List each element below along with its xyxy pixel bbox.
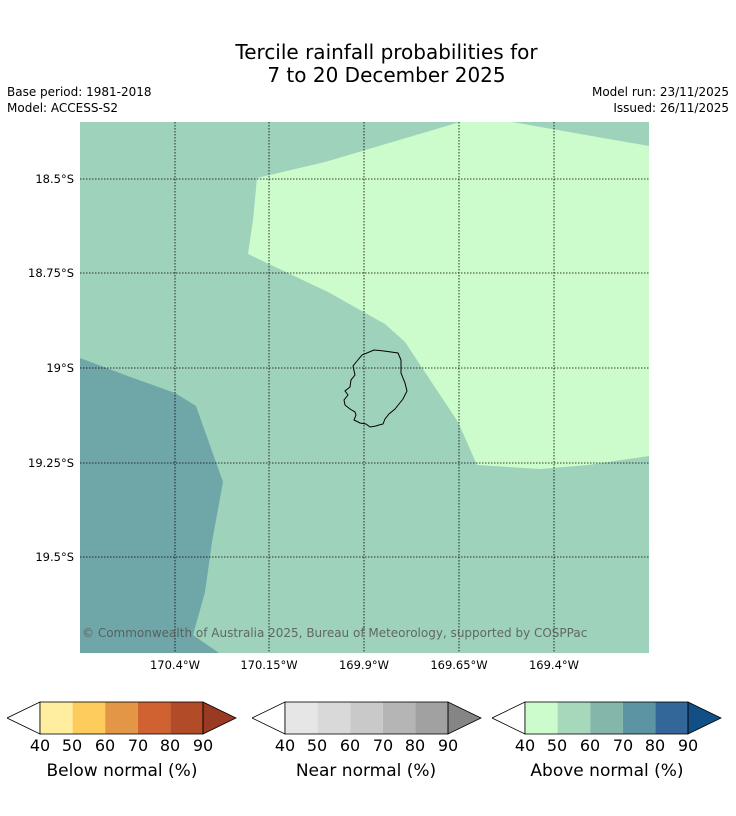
below-tick-60: 60 [94,736,116,755]
colorbar-swatch [137,702,171,734]
model-run-text: Model run: 23/11/2025 [591,85,729,99]
colorbar-swatch [590,702,623,734]
rainfall-map[interactable]: © Commonwealth of Australia 2025, Bureau… [80,122,649,653]
colorbar-right-arrow [687,701,722,735]
near-normal-colorbar [252,701,482,735]
teal-region [80,358,223,653]
gridlines [80,122,649,653]
above-tick-80: 80 [644,736,666,755]
colorbar-swatch [655,702,688,734]
meta-right: Model run: 23/11/2025 Issued: 26/11/2025 [592,84,729,116]
colorbar-swatch [170,702,203,734]
model-text: Model: ACCESS-S2 [7,101,119,115]
lat-label-19s: 19°S [46,361,74,375]
colorbar-swatch [40,702,73,734]
above-tick-60: 60 [579,736,601,755]
colorbar-swatch [72,702,106,734]
below-tick-40: 40 [29,736,51,755]
below-tick-80: 80 [159,736,181,755]
colorbar-right-arrow [447,701,482,735]
map-title-line-1: Tercile rainfall probabilities for [235,40,538,64]
lat-label-18.5s: 18.5°S [35,172,74,186]
island-outline [343,349,408,428]
lat-label-18.75s: 18.75°S [28,266,74,280]
above-tick-90: 90 [677,736,699,755]
above-tick-50: 50 [546,736,568,755]
colorbar-swatch [622,702,656,734]
near-tick-70: 70 [372,736,394,755]
above-tick-40: 40 [514,736,536,755]
colorbar-swatch [415,702,448,734]
near-tick-60: 60 [339,736,361,755]
light-green-region [248,122,649,469]
below-normal-colorbar [7,701,237,735]
colorbar-swatch [285,702,318,734]
colorbar-frame [524,701,689,735]
lon-label-169.4w: 169.4°W [528,658,580,672]
colorbar-right-arrow [202,701,237,735]
above-tick-70: 70 [612,736,634,755]
below-tick-70: 70 [127,736,149,755]
lon-label-169.65w: 169.65°W [430,658,488,672]
near-tick-50: 50 [306,736,328,755]
lon-label-169.9w: 169.9°W [338,658,390,672]
base-period-text: Base period: 1981-2018 [7,85,152,99]
above-normal-label: Above normal (%) [530,761,684,781]
colorbar-swatch [105,702,138,734]
colorbar-swatch [557,702,591,734]
copyright-text: © Commonwealth of Australia 2025, Bureau… [82,626,587,640]
below-tick-90: 90 [192,736,214,755]
near-tick-40: 40 [274,736,296,755]
near-tick-90: 90 [437,736,459,755]
colorbar-swatch [382,702,416,734]
lat-label-19.25s: 19.25°S [28,456,74,470]
colorbar-frame [39,701,204,735]
lat-label-19.5s: 19.5°S [35,550,74,564]
colorbar-swatch [350,702,383,734]
above-normal-colorbar [492,701,722,735]
near-normal-swatches [252,701,482,735]
near-tick-80: 80 [404,736,426,755]
colorbar-left-arrow [492,701,526,735]
lon-label-170.4w: 170.4°W [149,658,201,672]
below-normal-label: Below normal (%) [46,761,198,781]
above-normal-swatches [492,701,722,735]
colorbar-left-arrow [252,701,286,735]
lon-label-170.15w: 170.15°W [240,658,298,672]
colorbar-frame [284,701,449,735]
below-normal-swatches [7,701,237,735]
near-normal-label: Near normal (%) [295,761,437,781]
issued-text: Issued: 26/11/2025 [613,101,729,115]
map-title-line-2: 7 to 20 December 2025 [267,63,506,87]
colorbar-left-arrow [7,701,41,735]
below-tick-50: 50 [61,736,83,755]
colorbar-swatch [525,702,558,734]
meta-left: Base period: 1981-2018 Model: ACCESS-S2 [7,84,152,116]
colorbar-swatch [317,702,351,734]
